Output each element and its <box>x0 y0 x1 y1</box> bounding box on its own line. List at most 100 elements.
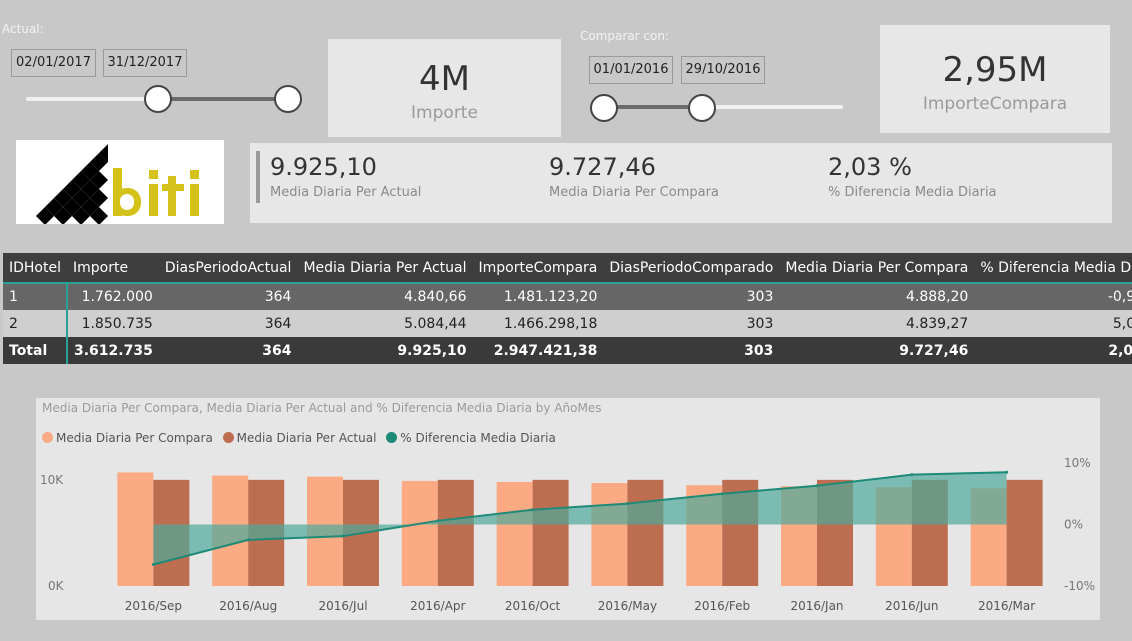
actual-start-date[interactable]: 02/01/2017 <box>11 49 96 77</box>
table-row[interactable]: 1 1.762.000 364 4.840,66 1.481.123,20 30… <box>3 283 1132 310</box>
legend-dot-actual <box>222 432 234 443</box>
bar-media-actual <box>532 479 569 586</box>
table-cell: 1.850.735 <box>67 310 159 337</box>
column-header-diferencia[interactable]: % Diferencia Media Diaria <box>974 253 1132 284</box>
table-row[interactable]: 2 1.850.735 364 5.084,44 1.466.298,18 30… <box>3 310 1132 337</box>
table-cell: 5.084,44 <box>297 310 473 337</box>
actual-end-date[interactable]: 31/12/2017 <box>103 49 187 77</box>
compare-slider-start-handle[interactable] <box>590 94 618 122</box>
table-cell: 4.888,20 <box>779 283 975 310</box>
point-diferencia <box>625 502 629 506</box>
x-tick-label: 2016/Jun <box>885 599 938 613</box>
y-left-tick-label: 10K <box>40 473 64 487</box>
metric-diferencia-value: 2,03 % <box>828 153 912 181</box>
bar-media-actual <box>627 479 664 586</box>
x-tick-label: 2016/Aug <box>219 599 277 613</box>
table-total-cell: 9.925,10 <box>297 337 473 364</box>
compare-start-date[interactable]: 01/01/2016 <box>589 56 673 84</box>
table-total-cell: 303 <box>603 337 780 364</box>
column-header-media-compara[interactable]: Media Diaria Per Compara <box>779 253 975 284</box>
legend-item-compara[interactable]: Media Diaria Per Compara <box>42 431 213 445</box>
kpi-importe-value: 4M <box>419 59 470 99</box>
metric-media-compara-label: Media Diaria Per Compara <box>549 185 719 200</box>
table-total-cell: 9.727,46 <box>779 337 975 364</box>
chart-plot: 10K 0K 10% 0% -10% 2016/Sep 2016/Aug 2016/Jul 20… <box>40 456 1095 613</box>
compare-slider-track[interactable] <box>592 105 843 109</box>
x-tick-label: 2016/Mar <box>978 599 1035 613</box>
y-left-tick-label: 0K <box>48 579 65 593</box>
slicer-actual-title: Actual: <box>2 22 44 36</box>
x-tick-label: 2016/Apr <box>410 599 465 613</box>
table-total-cell: 2,03 % <box>974 337 1132 364</box>
x-tick-label: 2016/Feb <box>694 599 750 613</box>
table-cell: 4.840,66 <box>297 283 473 310</box>
bar-media-actual <box>437 479 474 586</box>
legend-item-diferencia[interactable]: % Diferencia Media Diaria <box>386 431 556 445</box>
metric-diferencia-label: % Diferencia Media Diaria <box>828 185 997 200</box>
slicer-compare-title: Comparar con: <box>580 29 670 43</box>
multi-row-accent-bar <box>256 151 260 203</box>
point-diferencia <box>910 473 914 477</box>
actual-slider-start-handle[interactable] <box>144 85 172 113</box>
column-header-importe-compara[interactable]: ImporteCompara <box>472 253 604 284</box>
chart-title: Media Diaria Per Compara, Media Diaria P… <box>42 401 602 415</box>
point-diferencia <box>1005 470 1009 474</box>
kpi-compara-label: ImporteCompara <box>922 94 1068 114</box>
table-total-cell: 2.947.421,38 <box>472 337 604 364</box>
actual-slider-end-handle[interactable] <box>274 85 302 113</box>
compare-end-date[interactable]: 29/10/2016 <box>681 56 765 84</box>
metric-media-actual: 9.925,10 Media Diaria Per Actual <box>270 153 421 200</box>
bar-media-compara <box>401 480 438 586</box>
table-cell: 303 <box>603 310 780 337</box>
metric-media-compara: 9.727,46 Media Diaria Per Compara <box>549 153 719 200</box>
table-cell: 364 <box>158 283 298 310</box>
table-cell: 1.466.298,18 <box>472 310 604 337</box>
point-diferencia <box>436 519 440 523</box>
table-cell: -0,97 % <box>974 283 1132 310</box>
column-header-dias-comparado[interactable]: DiasPeriodoComparado <box>603 253 780 284</box>
metric-media-actual-value: 9.925,10 <box>270 153 377 181</box>
table-total-cell: 364 <box>158 337 298 364</box>
kpi-card-importe: 4M Importe <box>328 39 561 137</box>
table-cell: 1.481.123,20 <box>472 283 604 310</box>
legend-dot-diferencia <box>386 432 398 443</box>
column-header-dias-actual[interactable]: DiasPeriodoActual <box>158 253 298 284</box>
legend-label-compara: Media Diaria Per Compara <box>56 431 213 445</box>
actual-slider-range <box>158 97 288 101</box>
line-diferencia <box>153 471 1007 566</box>
x-tick-label: 2016/Jul <box>318 599 367 613</box>
column-header-media-actual[interactable]: Media Diaria Per Actual <box>297 253 473 284</box>
biti-logo <box>16 140 224 225</box>
column-header-idhotel[interactable]: IDHotel <box>3 253 67 284</box>
legend-label-diferencia: % Diferencia Media Diaria <box>400 431 556 445</box>
compare-slider-end-handle[interactable] <box>688 94 716 122</box>
legend-label-actual: Media Diaria Per Actual <box>236 431 377 445</box>
point-diferencia <box>531 508 535 512</box>
column-header-importe[interactable]: Importe <box>67 253 159 284</box>
table-total-cell: 3.612.735 <box>67 337 159 364</box>
bar-media-compara <box>117 472 154 586</box>
table-cell: 303 <box>603 283 780 310</box>
table-cell: 1.762.000 <box>67 283 159 310</box>
y-right-tick-label: -10% <box>1064 579 1095 593</box>
x-tick-label: 2016/May <box>598 599 657 613</box>
y-right-tick-label: 0% <box>1064 518 1083 532</box>
y-right-tick-label: 10% <box>1064 456 1091 470</box>
table-cell: 364 <box>158 310 298 337</box>
metric-media-compara-value: 9.727,46 <box>549 153 656 181</box>
x-tick-label: 2016/Sep <box>125 599 182 613</box>
bar-media-actual <box>1006 479 1043 586</box>
metric-diferencia: 2,03 % % Diferencia Media Diaria <box>828 153 997 200</box>
bar-media-compara <box>591 483 628 586</box>
metric-media-actual-label: Media Diaria Per Actual <box>270 185 422 200</box>
point-diferencia <box>341 534 345 538</box>
point-diferencia <box>720 492 724 496</box>
kpi-card-importe-compara: 2,95M ImporteCompara <box>880 25 1110 133</box>
point-diferencia <box>246 538 250 542</box>
point-diferencia <box>151 562 155 566</box>
table-cell: 4.839,27 <box>779 310 975 337</box>
legend-item-actual[interactable]: Media Diaria Per Actual <box>222 431 377 445</box>
kpi-compara-value: 2,95M <box>942 50 1048 90</box>
x-tick-label: 2016/Jan <box>790 599 843 613</box>
table-total-cell: Total <box>3 337 68 364</box>
